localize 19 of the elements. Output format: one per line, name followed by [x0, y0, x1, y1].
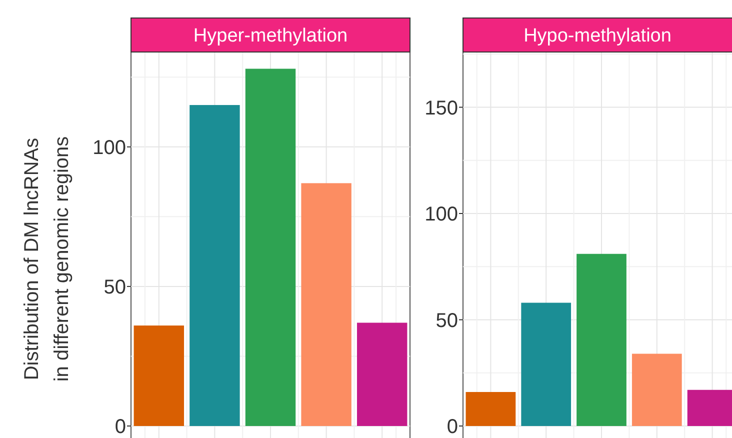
bar	[632, 354, 682, 426]
y-tick-label: 0	[446, 416, 458, 438]
bar	[466, 392, 516, 426]
y-axis-title: Distribution of DM lncRNAs in different genomic regions	[21, 136, 73, 382]
y-tick-label: 50	[104, 276, 126, 298]
chart-title: Hyper-methylation	[193, 26, 348, 47]
bar	[356, 322, 408, 426]
y-tick-label: 100	[424, 204, 458, 226]
bar	[190, 105, 240, 426]
chart-title: Hypo-methylation	[524, 26, 672, 47]
y-tick-label: 50	[436, 310, 458, 332]
bar	[521, 302, 572, 426]
bar	[301, 183, 352, 426]
y-tick-label: 0	[114, 416, 126, 438]
bar	[245, 68, 296, 426]
y-tick-label: 150	[424, 97, 458, 120]
y-tick-label: 100	[92, 136, 126, 159]
bar	[134, 326, 184, 426]
bar	[576, 254, 626, 426]
